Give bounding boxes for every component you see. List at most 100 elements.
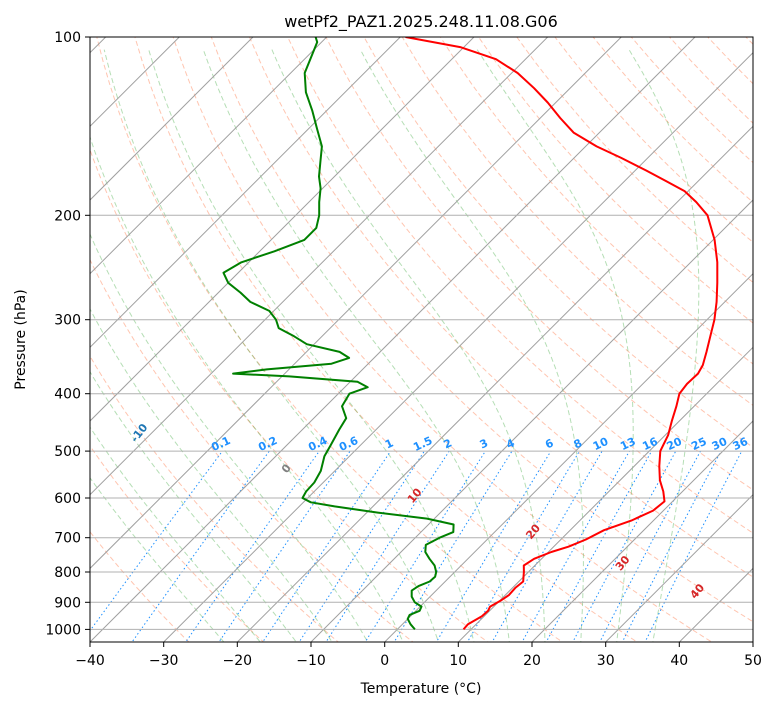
- mixing-ratio-label: 2: [442, 436, 454, 451]
- y-tick-label: 200: [54, 208, 81, 224]
- moist-adiabat: [476, 49, 634, 642]
- moist-adiabat: [90, 135, 404, 642]
- mixing-ratio-line: [599, 450, 701, 642]
- background-lines: [90, 37, 753, 642]
- moist-adiabat-label: 20: [523, 521, 543, 541]
- mixing-ratio-line: [621, 450, 722, 642]
- mixing-ratio-line: [185, 450, 320, 642]
- mixing-ratio-label: 10: [591, 435, 611, 453]
- mixing-ratio-label: 30: [710, 435, 730, 453]
- isotherm: [90, 37, 328, 275]
- moist-adiabat: [90, 426, 261, 642]
- y-tick-label: 800: [54, 565, 81, 581]
- isotherm: [236, 125, 753, 642]
- dry-adiabat: [90, 258, 414, 642]
- isotherm: [162, 51, 753, 642]
- y-tick-label: 700: [54, 531, 81, 547]
- x-tick-label: −30: [149, 653, 179, 669]
- y-tick-label: 600: [54, 491, 81, 507]
- dry-adiabat: [325, 37, 753, 491]
- isotherm: [383, 272, 753, 642]
- x-tick-label: −20: [223, 653, 253, 669]
- isotherm: [90, 37, 696, 642]
- isotherm: [90, 37, 402, 349]
- mixing-ratio-label: 20: [665, 435, 685, 453]
- dry-adiabat: [172, 37, 713, 642]
- mixing-ratio-label: 25: [689, 435, 708, 453]
- y-tick-label: 300: [54, 313, 81, 329]
- dry-adiabat: [210, 37, 753, 623]
- moist-adiabat: [271, 49, 546, 642]
- moist-adiabat: [90, 370, 297, 642]
- moist-adiabat: [103, 49, 440, 642]
- y-axis-label: Pressure (hPa): [13, 289, 29, 389]
- mixing-ratio-line: [466, 450, 580, 642]
- grid-lines: [90, 37, 753, 642]
- dry-adiabat: [249, 37, 753, 578]
- mixing-ratio-line: [90, 450, 223, 632]
- mixing-ratio-label: 3: [478, 436, 490, 451]
- dry-adiabat: [96, 37, 564, 642]
- x-tick-label: −10: [296, 653, 326, 669]
- y-tick-label: 900: [54, 595, 81, 611]
- dry-adiabat-label: -10: [128, 421, 151, 445]
- moist-adiabat-label: 10: [405, 485, 425, 505]
- isotherm: [604, 493, 753, 642]
- x-tick-label: −40: [75, 653, 105, 669]
- moist-adiabat-label: 30: [613, 553, 633, 573]
- y-tick-label: 500: [54, 444, 81, 460]
- dry-adiabat: [90, 355, 339, 642]
- y-tick-label: 1000: [45, 622, 81, 638]
- moist-adiabat: [90, 308, 333, 642]
- axis-ticks: −40 −30 −20 −10 0 10 20 30 40 50 1000 900 800 700 600 5…: [45, 30, 762, 669]
- isotherm: [310, 199, 753, 642]
- x-tick-label: 10: [449, 653, 467, 669]
- x-tick-label: 30: [597, 653, 615, 669]
- dry-adiabat: [90, 445, 265, 642]
- mixing-ratio-label: 16: [640, 435, 660, 453]
- mixing-ratio-line: [491, 450, 603, 642]
- y-tick-label: 100: [54, 30, 81, 46]
- moist-adiabat: [90, 232, 369, 642]
- profiles: [222, 37, 719, 631]
- mixing-ratio-line: [393, 450, 513, 642]
- mixing-ratio-line: [262, 450, 392, 642]
- moist-adiabat: [202, 49, 510, 642]
- isotherm: [752, 641, 753, 642]
- moist-adiabat: [148, 49, 475, 642]
- isotherm: [457, 346, 753, 642]
- isotherm: [90, 37, 623, 570]
- moist-adiabat: [359, 49, 584, 642]
- x-tick-label: 20: [523, 653, 541, 669]
- x-axis-label: Temperature (°C): [360, 681, 482, 697]
- dry-adiabat: [554, 37, 753, 243]
- dry-adiabat: [669, 37, 753, 124]
- mixing-ratio-label: 6: [543, 436, 556, 451]
- isotherm: [90, 37, 549, 496]
- dry-adiabat: [401, 37, 753, 406]
- dry-adiabat: [439, 37, 753, 365]
- mixing-ratio-line: [298, 450, 425, 642]
- isotherm: [531, 420, 753, 642]
- chart-title: wetPf2_PAZ1.2025.248.11.08.G06: [284, 12, 558, 32]
- moist-adiabat: [90, 476, 225, 642]
- isotherm: [90, 37, 475, 422]
- dry-adiabat: [134, 37, 638, 642]
- dry-adiabat: [516, 37, 753, 284]
- mixing-ratio-line: [325, 450, 450, 642]
- mixing-ratio-label: 36: [731, 435, 751, 453]
- mixing-ratio-line: [131, 450, 270, 642]
- mixing-ratio-label: 13: [618, 435, 637, 453]
- mixing-ratio-line: [644, 450, 743, 642]
- plot-frame: [89, 36, 754, 643]
- dewpoint-profile: [222, 37, 455, 631]
- moist-adiabat-label: 40: [687, 581, 707, 601]
- isotherm: [90, 37, 254, 201]
- y-tick-label: 400: [54, 387, 81, 403]
- x-tick-label: 50: [744, 653, 762, 669]
- mixing-ratio-line: [545, 450, 653, 642]
- dry-adiabat: [90, 531, 190, 642]
- temperature-profile: [405, 37, 719, 631]
- x-tick-label: 0: [380, 653, 389, 669]
